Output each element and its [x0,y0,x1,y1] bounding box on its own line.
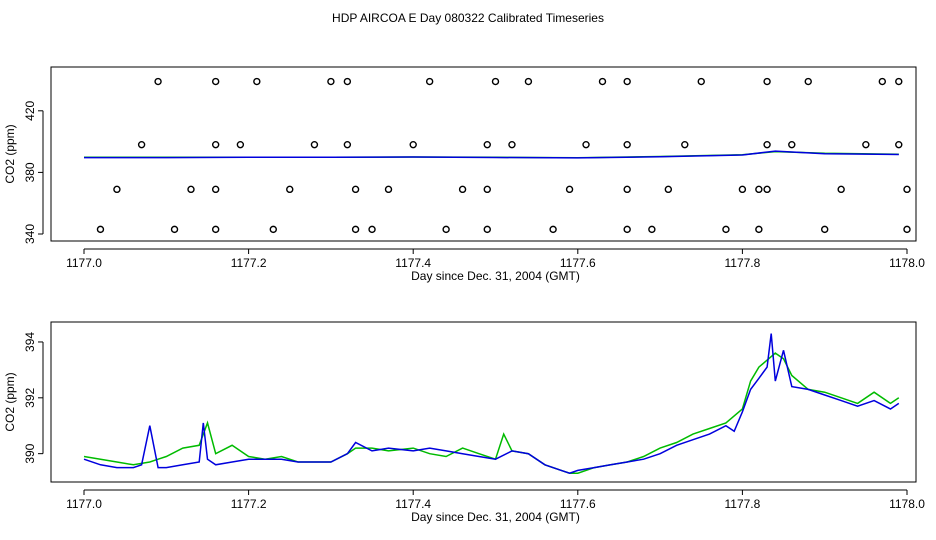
data-point [821,225,829,234]
data-point [755,185,763,194]
data-point [483,185,491,194]
y-tick-label: 380 [23,162,37,182]
data-point [187,185,195,194]
data-point [310,140,319,149]
data-point [253,77,261,86]
x-tick-label: 1177.8 [724,497,760,511]
top-scatter-panel: 1177.0 1177.2 1177.4 1177.6 1177.8 1178.0 Day … [3,66,925,283]
series-layer [84,77,911,234]
y-tick-label: 394 [23,332,37,352]
y-axis-label: CO2 (ppm) [3,124,17,183]
data-point [442,225,450,234]
data-point [903,185,911,194]
data-point [681,140,689,149]
x-tick-label: 1178.0 [889,256,925,270]
data-point [491,77,500,86]
data-point [351,225,360,234]
data-point [286,185,294,194]
data-point [170,225,179,234]
y-tick-label: 390 [23,443,37,463]
data-point [211,185,220,194]
data-point [508,140,516,149]
x-tick-label: 1177.6 [560,256,596,270]
data-point [763,185,771,194]
data-point [458,185,467,194]
data-point [878,77,887,86]
data-point [623,140,631,149]
plot-frame [50,321,917,483]
data-point [895,140,903,149]
data-point [211,77,220,86]
x-tick-label: 1177.0 [66,256,102,270]
data-point [409,140,417,149]
x-tick-label: 1178.0 [889,497,925,511]
data-point [327,77,335,86]
data-point [623,185,631,194]
x-tick-label: 1177.4 [395,497,431,511]
data-point [804,77,812,86]
data-point [269,225,277,234]
data-point [425,77,434,86]
x-axis-label: Day since Dec. 31, 2004 (GMT) [411,269,580,283]
y-tick-label: 420 [23,100,37,120]
data-point [623,225,631,234]
data-point [96,225,105,234]
data-point [565,185,574,194]
x-tick-label: 1177.2 [231,497,267,511]
x-tick-label: 1177.0 [66,497,102,511]
data-point [343,77,352,86]
data-point [154,77,162,86]
data-point [722,225,730,234]
data-point [211,225,220,234]
data-point [236,140,245,149]
data-point [623,77,631,86]
data-point [755,225,763,234]
x-tick-label: 1177.2 [231,256,267,270]
data-point [343,140,352,149]
data-point [697,77,705,86]
x-axis-label: Day since Dec. 31, 2004 (GMT) [411,510,580,524]
y-axis-label: CO2 (ppm) [3,372,17,431]
data-point [524,77,533,86]
plot-frame [50,66,917,242]
data-point [598,77,607,86]
data-point [113,185,121,194]
data-point [648,225,656,234]
x-tick-label: 1177.8 [724,256,760,270]
green-series-line [83,352,900,474]
page-title: HDP AIRCOA E Day 080322 Calibrated Times… [332,11,604,25]
data-point [738,185,747,194]
blue-series-line [83,333,900,474]
data-point [763,140,771,149]
x-tick-label: 1177.4 [395,256,431,270]
data-point [862,140,870,149]
data-point [137,140,146,149]
y-tick-label: 392 [23,387,37,407]
data-point [549,225,557,234]
data-point [895,77,903,86]
data-point [788,140,796,149]
data-point [384,185,393,194]
data-point [211,140,220,149]
data-point [664,185,673,194]
series-layer [83,333,900,474]
x-tick-label: 1177.6 [560,497,596,511]
y-tick-label: 340 [23,224,37,244]
data-point [763,77,771,86]
data-point [483,140,491,149]
blue-series-line [84,150,899,159]
data-point [368,225,376,234]
data-point [903,225,911,234]
data-point [837,185,845,194]
data-point [351,185,360,194]
bottom-line-panel: 1177.0 1177.2 1177.4 1177.6 1177.8 1178.0 Day … [3,321,925,524]
data-point [582,140,590,149]
data-point [483,225,491,234]
